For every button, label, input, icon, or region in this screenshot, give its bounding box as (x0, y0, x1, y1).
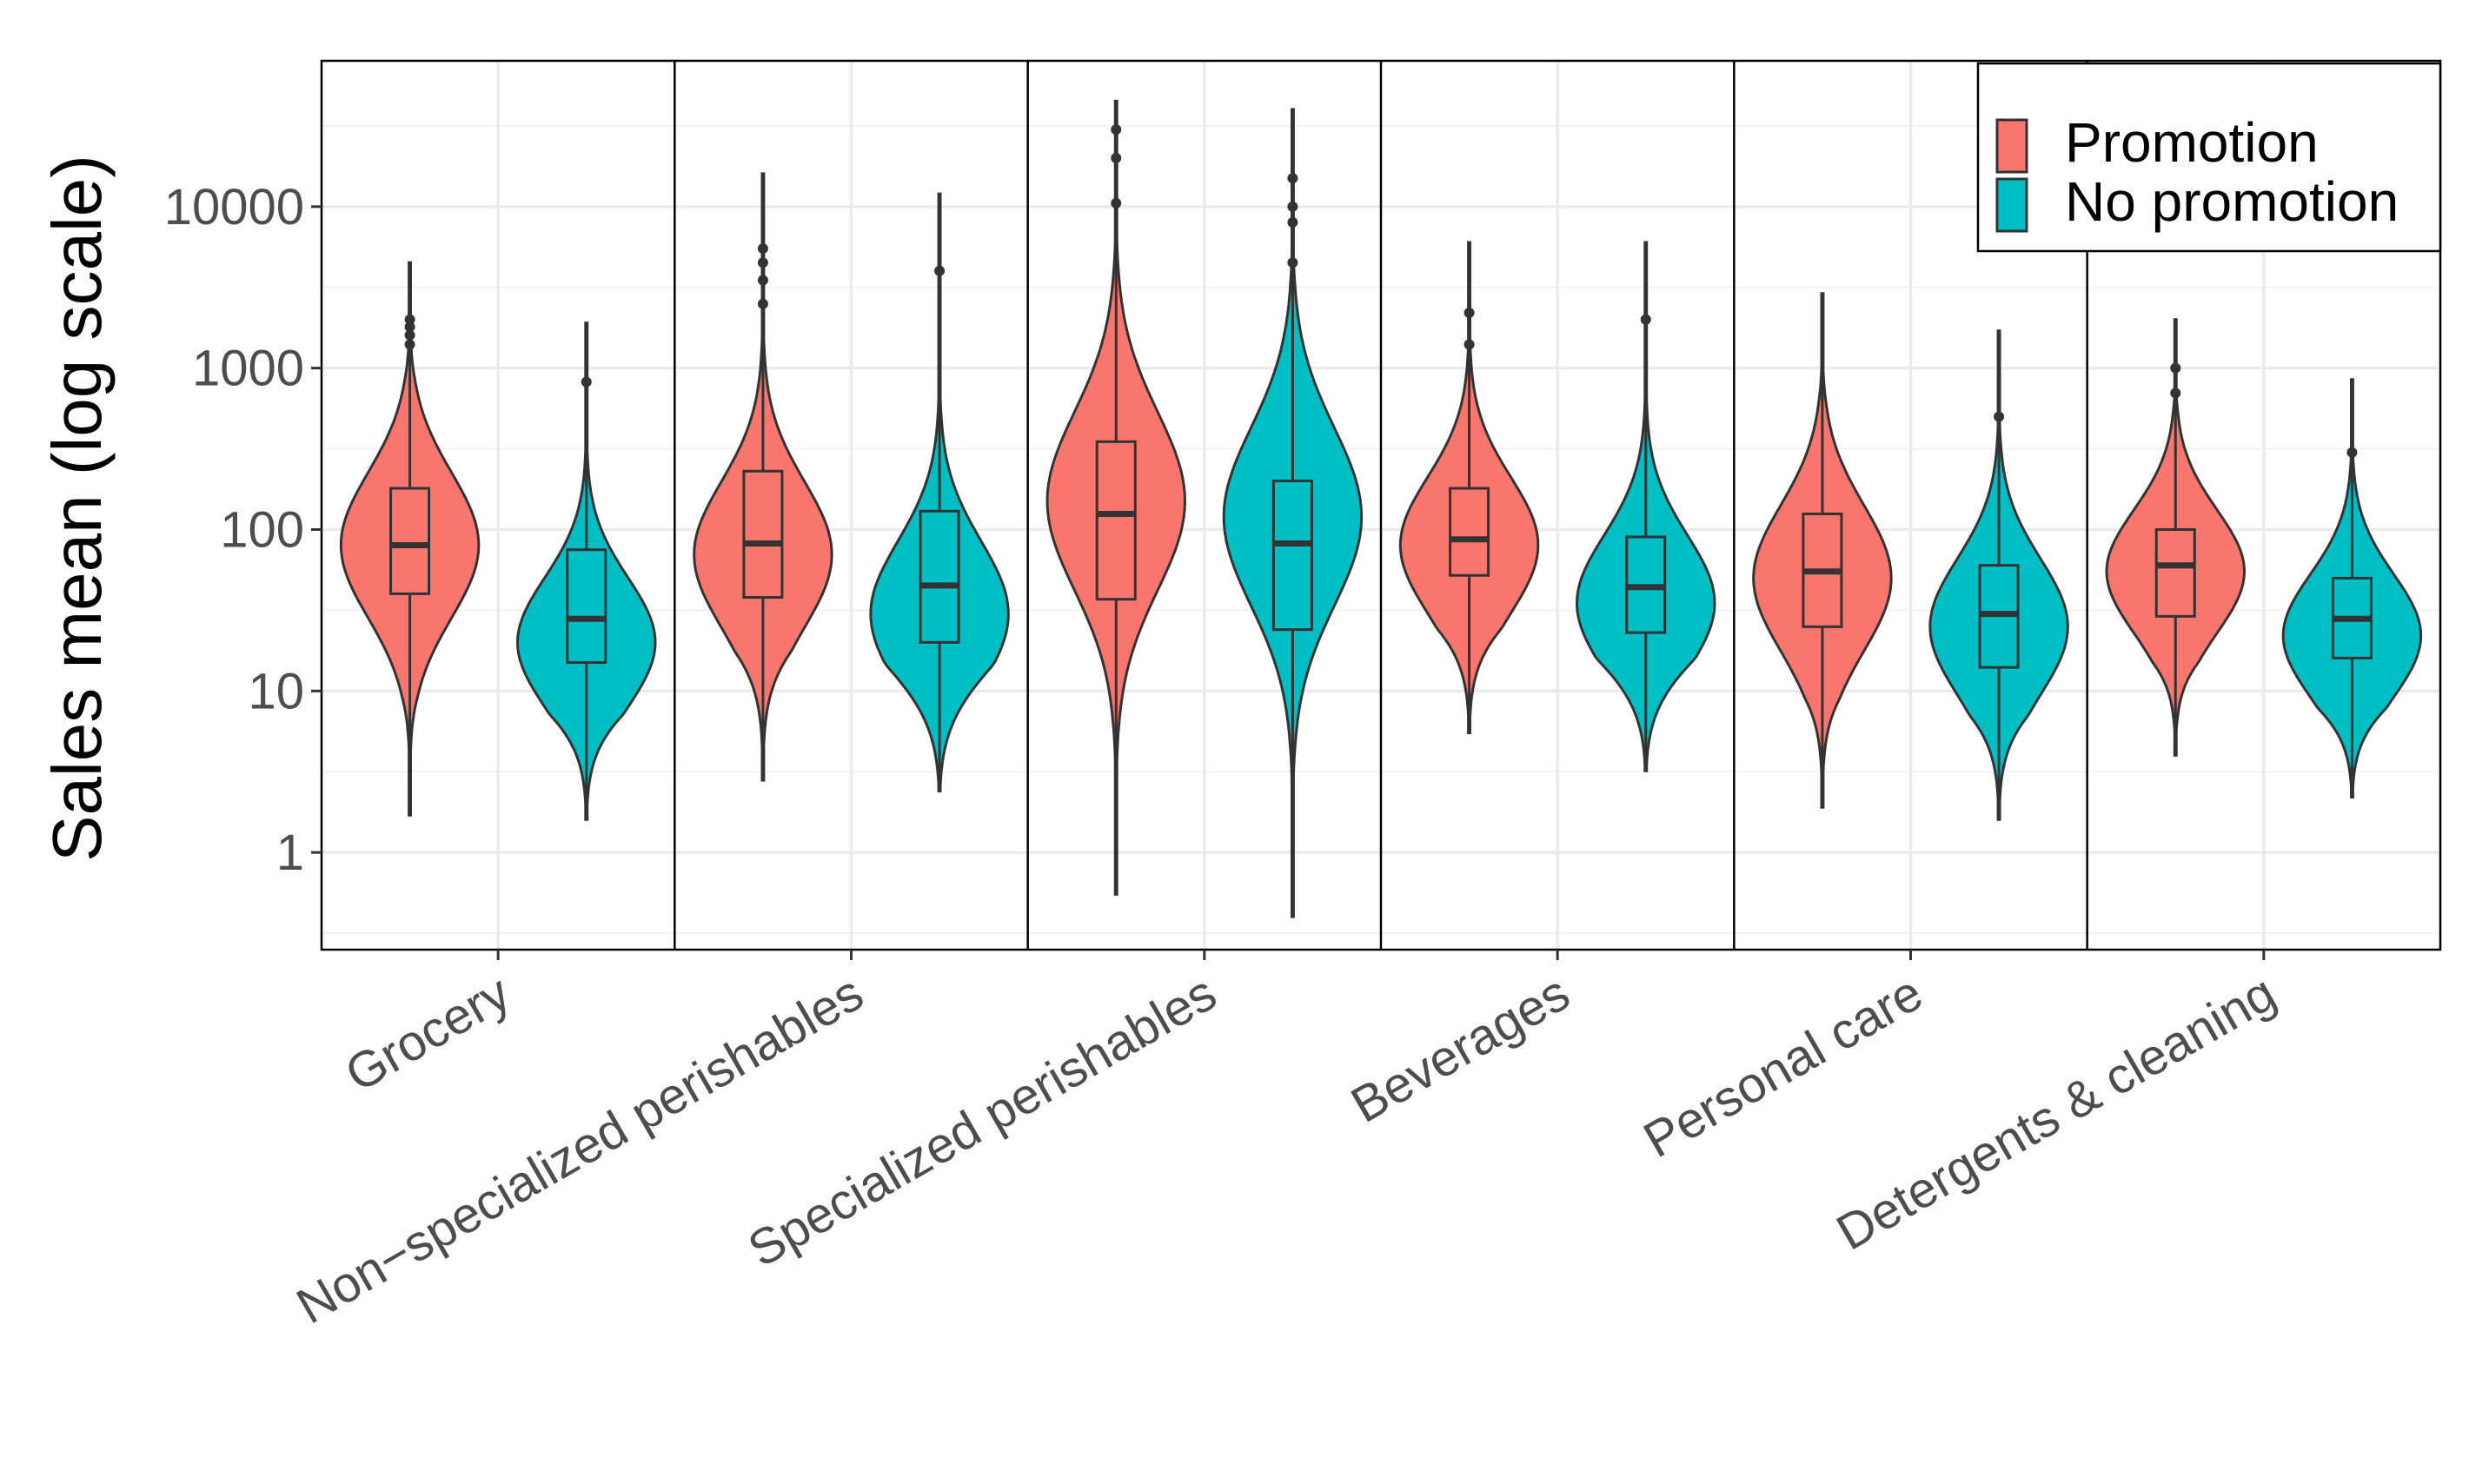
outlier-0-5-1 (2170, 362, 2181, 374)
outlier-0-2-2 (1111, 124, 1122, 136)
outlier-0-3-1 (1464, 308, 1475, 319)
box-0-0 (389, 487, 431, 595)
outlier-0-0-0 (404, 339, 415, 350)
outlier-1-4-0 (1994, 411, 2005, 422)
y-tick-label-0: 1 (276, 825, 304, 881)
outlier-0-2-0 (1111, 197, 1122, 209)
y-tick-label-3: 1000 (192, 341, 304, 397)
legend-key-1 (1995, 177, 2028, 233)
box-1-1 (919, 509, 960, 644)
y-tick-label-1: 10 (248, 663, 304, 719)
outlier-0-0-3 (404, 314, 415, 325)
box-0-3 (1449, 487, 1490, 577)
outlier-0-1-2 (757, 257, 768, 268)
y-tick-label-2: 100 (220, 501, 304, 558)
outlier-1-2-3 (1287, 173, 1298, 184)
legend-label-1: No promotion (2065, 170, 2399, 233)
outlier-1-2-1 (1287, 216, 1298, 228)
legend-key-0 (1995, 118, 2028, 174)
outlier-0-3-0 (1464, 339, 1475, 350)
violin-layer (339, 99, 2423, 918)
outlier-0-0-1 (404, 329, 415, 341)
box-0-1 (742, 469, 784, 600)
box-1-2 (1271, 480, 1313, 632)
outlier-0-5-0 (2170, 388, 2181, 399)
outlier-0-1-0 (757, 298, 768, 309)
outlier-1-3-0 (1640, 314, 1651, 325)
outlier-1-1-0 (934, 265, 946, 276)
legend-label-0: Promotion (2065, 111, 2319, 174)
box-0-2 (1095, 440, 1137, 601)
outlier-1-2-0 (1287, 257, 1298, 268)
outlier-1-2-2 (1287, 201, 1298, 212)
outlier-0-1-1 (757, 275, 768, 286)
box-1-0 (566, 548, 607, 665)
legend-box (1976, 62, 2442, 253)
outlier-1-5-0 (2346, 447, 2358, 458)
outlier-1-0-0 (581, 376, 592, 388)
outlier-0-2-1 (1111, 152, 1122, 163)
outlier-0-0-2 (404, 321, 415, 333)
outlier-0-1-3 (757, 243, 768, 255)
y-tick-label-4: 10000 (164, 179, 304, 235)
y-axis-title: Sales mean (log scale) (38, 155, 116, 862)
box-0-5 (2154, 527, 2196, 618)
